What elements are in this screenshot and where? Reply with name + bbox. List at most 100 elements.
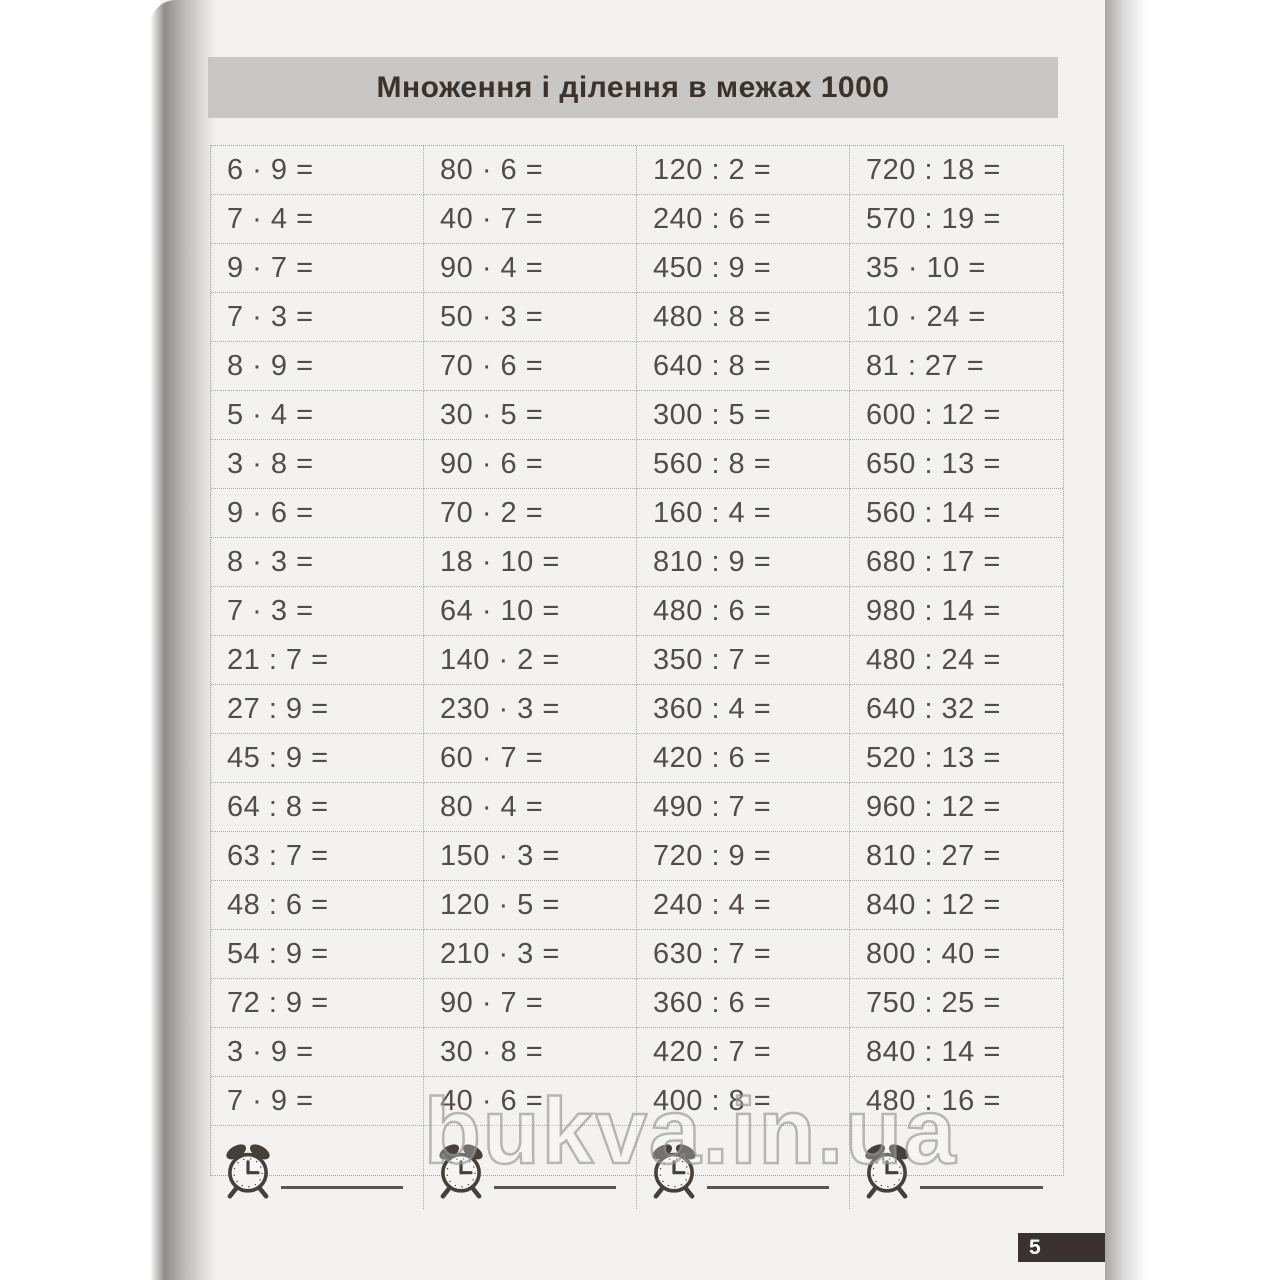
exercise-cell: 80 · 4 = <box>424 783 637 832</box>
exercise-cell: 720 : 9 = <box>637 832 850 881</box>
exercise-cell: 48 : 6 = <box>211 881 424 930</box>
exercise-cell: 21 : 7 = <box>211 636 424 685</box>
exercise-cell: 40 · 6 = <box>424 1077 637 1126</box>
exercise-cell: 480 : 6 = <box>637 587 850 636</box>
exercise-cell: 64 · 10 = <box>424 587 637 636</box>
time-tracking-cell <box>211 1126 424 1209</box>
exercise-cell: 150 · 3 = <box>424 832 637 881</box>
exercise-cell: 70 · 2 = <box>424 489 637 538</box>
exercise-cell: 3 · 8 = <box>211 440 424 489</box>
exercise-cell: 570 : 19 = <box>850 195 1063 244</box>
page-number: 5 <box>1029 1235 1041 1259</box>
alarm-clock-icon <box>226 1144 270 1199</box>
time-tracking-cell <box>637 1126 850 1209</box>
exercise-cell: 45 : 9 = <box>211 734 424 783</box>
exercise-cell: 7 · 3 = <box>211 587 424 636</box>
exercise-cell: 680 : 17 = <box>850 538 1063 587</box>
answer-line <box>281 1186 403 1189</box>
exercise-cell: 40 · 7 = <box>424 195 637 244</box>
exercise-cell: 72 : 9 = <box>211 979 424 1028</box>
exercise-cell: 90 · 7 = <box>424 979 637 1028</box>
exercise-cell: 520 : 13 = <box>850 734 1063 783</box>
answer-line <box>920 1186 1043 1189</box>
exercise-cell: 27 : 9 = <box>211 685 424 734</box>
exercise-cell: 64 : 8 = <box>211 783 424 832</box>
exercise-cell: 8 · 3 = <box>211 538 424 587</box>
time-tracking-cell <box>424 1126 637 1209</box>
alarm-clock-icon <box>652 1144 696 1199</box>
exercise-table: 6 · 9 = 80 · 6 = 120 : 2 = 720 : 18 = 7 … <box>210 145 1064 1209</box>
exercise-cell: 90 · 4 = <box>424 244 637 293</box>
exercise-cell: 980 : 14 = <box>850 587 1063 636</box>
exercise-cell: 560 : 14 = <box>850 489 1063 538</box>
exercise-cell: 240 : 4 = <box>637 881 850 930</box>
exercise-cell: 630 : 7 = <box>637 930 850 979</box>
exercise-cell: 9 · 7 = <box>211 244 424 293</box>
exercise-cell: 5 · 4 = <box>211 391 424 440</box>
answer-line <box>707 1186 829 1189</box>
exercise-cell: 120 · 5 = <box>424 881 637 930</box>
exercise-cell: 7 · 3 = <box>211 293 424 342</box>
page-surface <box>160 0 1105 1280</box>
exercise-cell: 450 : 9 = <box>637 244 850 293</box>
exercise-cell: 6 · 9 = <box>211 146 424 195</box>
exercise-cell: 7 · 9 = <box>211 1077 424 1126</box>
exercise-cell: 420 : 7 = <box>637 1028 850 1077</box>
exercise-cell: 30 · 8 = <box>424 1028 637 1077</box>
page-right-edge-shadow <box>1105 0 1147 1280</box>
exercise-cell: 560 : 8 = <box>637 440 850 489</box>
exercise-cell: 750 : 25 = <box>850 979 1063 1028</box>
exercise-cell: 360 : 4 = <box>637 685 850 734</box>
exercise-cell: 960 : 12 = <box>850 783 1063 832</box>
exercise-cell: 240 : 6 = <box>637 195 850 244</box>
exercise-cell: 30 · 5 = <box>424 391 637 440</box>
exercise-cell: 840 : 12 = <box>850 881 1063 930</box>
exercise-cell: 140 · 2 = <box>424 636 637 685</box>
exercise-cell: 490 : 7 = <box>637 783 850 832</box>
exercise-cell: 210 · 3 = <box>424 930 637 979</box>
exercise-cell: 3 · 9 = <box>211 1028 424 1077</box>
watermark-text: bukva.in.ua <box>423 1078 958 1185</box>
exercise-cell: 810 : 27 = <box>850 832 1063 881</box>
exercise-cell: 18 · 10 = <box>424 538 637 587</box>
exercise-cell: 300 : 5 = <box>637 391 850 440</box>
worksheet-title-bar: Множення і ділення в межах 1000 <box>208 57 1058 118</box>
exercise-cell: 600 : 12 = <box>850 391 1063 440</box>
exercise-cell: 35 · 10 = <box>850 244 1063 293</box>
exercise-cell: 60 · 7 = <box>424 734 637 783</box>
exercise-cell: 7 · 4 = <box>211 195 424 244</box>
page-title: Множення і ділення в межах 1000 <box>376 70 890 104</box>
exercise-cell: 650 : 13 = <box>850 440 1063 489</box>
exercise-cell: 63 : 7 = <box>211 832 424 881</box>
exercise-cell: 350 : 7 = <box>637 636 850 685</box>
exercise-cell: 640 : 32 = <box>850 685 1063 734</box>
exercise-cell: 480 : 24 = <box>850 636 1063 685</box>
page-number-badge: 5 <box>1018 1233 1105 1262</box>
exercise-cell: 90 · 6 = <box>424 440 637 489</box>
exercise-cell: 80 · 6 = <box>424 146 637 195</box>
exercise-cell: 230 · 3 = <box>424 685 637 734</box>
exercise-cell: 400 : 8 = <box>637 1077 850 1126</box>
exercise-cell: 640 : 8 = <box>637 342 850 391</box>
alarm-clock-icon <box>439 1144 483 1199</box>
exercise-cell: 120 : 2 = <box>637 146 850 195</box>
exercise-cell: 8 · 9 = <box>211 342 424 391</box>
exercise-cell: 420 : 6 = <box>637 734 850 783</box>
alarm-clock-icon <box>865 1144 909 1199</box>
exercise-cell: 9 · 6 = <box>211 489 424 538</box>
exercise-cell: 720 : 18 = <box>850 146 1063 195</box>
answer-line <box>494 1186 616 1189</box>
exercise-cell: 50 · 3 = <box>424 293 637 342</box>
exercise-cell: 810 : 9 = <box>637 538 850 587</box>
exercise-cell: 840 : 14 = <box>850 1028 1063 1077</box>
page-left-edge-shadow <box>150 0 216 1280</box>
exercise-cell: 81 : 27 = <box>850 342 1063 391</box>
exercise-cell: 70 · 6 = <box>424 342 637 391</box>
exercise-cell: 160 : 4 = <box>637 489 850 538</box>
time-tracking-cell <box>850 1126 1063 1209</box>
exercise-cell: 10 · 24 = <box>850 293 1063 342</box>
exercise-cell: 360 : 6 = <box>637 979 850 1028</box>
exercise-cell: 480 : 8 = <box>637 293 850 342</box>
exercise-cell: 480 : 16 = <box>850 1077 1063 1126</box>
